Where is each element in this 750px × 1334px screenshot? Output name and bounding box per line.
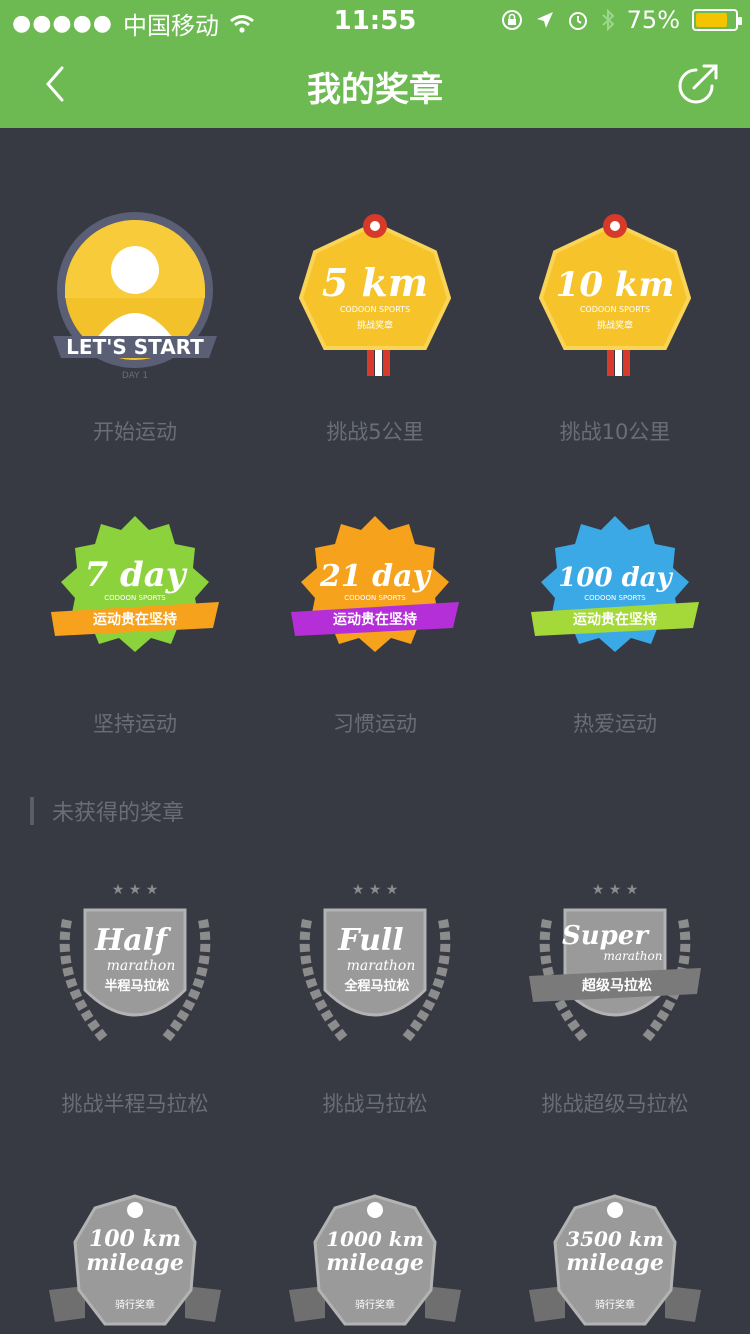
badge-text: LET'S START — [66, 335, 204, 359]
battery-percent: 75% — [626, 6, 680, 34]
badge-sub: CODOON SPORTS — [584, 594, 646, 602]
7day-badge-icon: 7 day CODOON SPORTS 运动贵在坚持 — [51, 516, 219, 652]
rotation-lock-icon — [501, 10, 522, 30]
badge-sub: CODOON SPORTS — [340, 305, 410, 314]
badge-item[interactable]: 1000 km mileage 骑行奖章 — [250, 1190, 500, 1334]
signal-icon: ●●●●● — [12, 11, 113, 36]
nav-bar: 我的奖章 — [0, 40, 750, 128]
badge-sub: marathon — [604, 949, 663, 963]
badge-text: 10 km — [556, 265, 675, 305]
100day-badge-icon: 100 day CODOON SPORTS 运动贵在坚持 — [531, 516, 699, 652]
badge-sub: CODOON SPORTS — [580, 305, 650, 314]
page-title: 我的奖章 — [307, 70, 443, 110]
badge-item[interactable]: 100 km mileage 骑行奖章 — [10, 1190, 260, 1334]
badge-item[interactable]: 7 day CODOON SPORTS 运动贵在坚持 坚持运动 — [10, 500, 260, 738]
badge-sub: marathon — [347, 958, 416, 974]
badge-item[interactable]: 21 day CODOON SPORTS 运动贵在坚持 习惯运动 — [250, 500, 500, 738]
badge-name: 挑战5公里 — [326, 420, 424, 444]
badge-tag: 骑行奖章 — [355, 1298, 395, 1311]
alarm-icon — [568, 12, 587, 30]
svg-text:★ ★ ★: ★ ★ ★ — [592, 882, 639, 898]
badge-item[interactable]: ★ ★ ★ Full marathon 全程马拉松 挑战马拉松 — [250, 880, 500, 1118]
badge-sub: mileage — [86, 1250, 184, 1276]
share-icon[interactable] — [674, 60, 722, 108]
badge-ribbon: 运动贵在坚持 — [573, 611, 657, 628]
badge-name: 挑战10公里 — [559, 420, 671, 444]
badge-sub: marathon — [107, 958, 176, 974]
3500km-mileage-badge-icon: 3500 km mileage 骑行奖章 — [529, 1194, 701, 1326]
status-left: ●●●●● 中国移动 — [12, 6, 255, 41]
badge-sub: DAY 1 — [122, 371, 148, 381]
21day-badge-icon: 21 day CODOON SPORTS 运动贵在坚持 — [291, 516, 459, 652]
badge-item[interactable]: ★ ★ ★ Half marathon 半程马拉松 挑战半程马拉松 — [10, 880, 260, 1118]
badge-text: 1000 km — [326, 1227, 424, 1251]
badge-text: 3500 km — [566, 1227, 664, 1251]
section-title: 未获得的奖章 — [52, 801, 185, 826]
badge-item[interactable]: 5 km CODOON SPORTS 挑战奖章 挑战5公里 — [250, 208, 500, 446]
unearned-section-header: 未获得的奖章 — [30, 796, 184, 826]
badge-text: 7 day — [84, 555, 187, 595]
badge-item[interactable]: 10 km CODOON SPORTS 挑战奖章 挑战10公里 — [490, 208, 740, 446]
wifi-icon — [230, 14, 254, 33]
status-bar: ●●●●● 中国移动 11:55 75% — [0, 0, 750, 40]
badge-name: 挑战半程马拉松 — [61, 1092, 209, 1116]
badge-name: 习惯运动 — [333, 712, 417, 736]
back-icon[interactable] — [36, 62, 76, 106]
5km-badge-icon: 5 km CODOON SPORTS 挑战奖章 — [298, 214, 452, 376]
section-marker — [30, 797, 34, 825]
badge-ribbon: 运动贵在坚持 — [333, 611, 417, 628]
badge-text: 100 day — [558, 563, 673, 593]
badge-text: Half — [94, 923, 172, 958]
badge-text: Full — [337, 923, 403, 958]
lets-start-badge-icon: LET'S START DAY 1 — [53, 212, 217, 381]
badge-cn: 全程马拉松 — [343, 978, 409, 994]
badge-item[interactable]: 100 day CODOON SPORTS 运动贵在坚持 热爱运动 — [490, 500, 740, 738]
badge-tag: 骑行奖章 — [115, 1298, 155, 1311]
badge-name: 挑战超级马拉松 — [541, 1092, 689, 1116]
location-icon — [536, 12, 553, 28]
badge-text: 5 km — [322, 260, 428, 305]
badge-item[interactable]: 3500 km mileage 骑行奖章 — [490, 1190, 740, 1334]
badge-item[interactable]: LET'S START DAY 1 开始运动 — [10, 208, 260, 446]
badge-sub: mileage — [326, 1250, 424, 1276]
badge-cn: 超级马拉松 — [581, 977, 652, 994]
badge-name: 热爱运动 — [573, 712, 657, 736]
badge-sub: CODOON SPORTS — [344, 594, 406, 602]
battery-icon — [692, 9, 742, 31]
status-right: 75% — [501, 6, 742, 34]
badge-name: 坚持运动 — [93, 712, 177, 736]
carrier-label: 中国移动 — [122, 12, 219, 40]
bluetooth-icon — [601, 9, 615, 31]
100km-mileage-badge-icon: 100 km mileage 骑行奖章 — [49, 1194, 221, 1326]
super-marathon-badge-icon: ★ ★ ★ Super marathon 超级马拉松 — [529, 882, 701, 1044]
svg-text:★ ★ ★: ★ ★ ★ — [112, 882, 159, 898]
svg-text:★ ★ ★: ★ ★ ★ — [352, 882, 399, 898]
half-marathon-badge-icon: ★ ★ ★ Half marathon 半程马拉松 — [59, 882, 211, 1044]
badge-sub: mileage — [566, 1250, 664, 1276]
badge-text: 21 day — [319, 559, 433, 594]
badge-text: 100 km — [89, 1226, 181, 1252]
badge-cn: 半程马拉松 — [104, 978, 169, 994]
badge-sub: CODOON SPORTS — [104, 594, 166, 602]
badge-name: 挑战马拉松 — [322, 1092, 428, 1116]
1000km-mileage-badge-icon: 1000 km mileage 骑行奖章 — [289, 1194, 461, 1326]
badge-name: 开始运动 — [93, 420, 177, 444]
full-marathon-badge-icon: ★ ★ ★ Full marathon 全程马拉松 — [299, 882, 451, 1044]
badge-tag: 挑战奖章 — [357, 319, 393, 331]
badge-tag: 骑行奖章 — [595, 1298, 635, 1311]
badge-ribbon: 运动贵在坚持 — [93, 611, 177, 628]
badge-text: Super — [562, 921, 650, 951]
badge-item[interactable]: ★ ★ ★ Super marathon 超级马拉松 挑战超级马拉松 — [490, 880, 740, 1118]
10km-badge-icon: 10 km CODOON SPORTS 挑战奖章 — [538, 214, 692, 376]
badge-tag: 挑战奖章 — [597, 319, 633, 331]
status-time: 11:55 — [333, 6, 417, 36]
